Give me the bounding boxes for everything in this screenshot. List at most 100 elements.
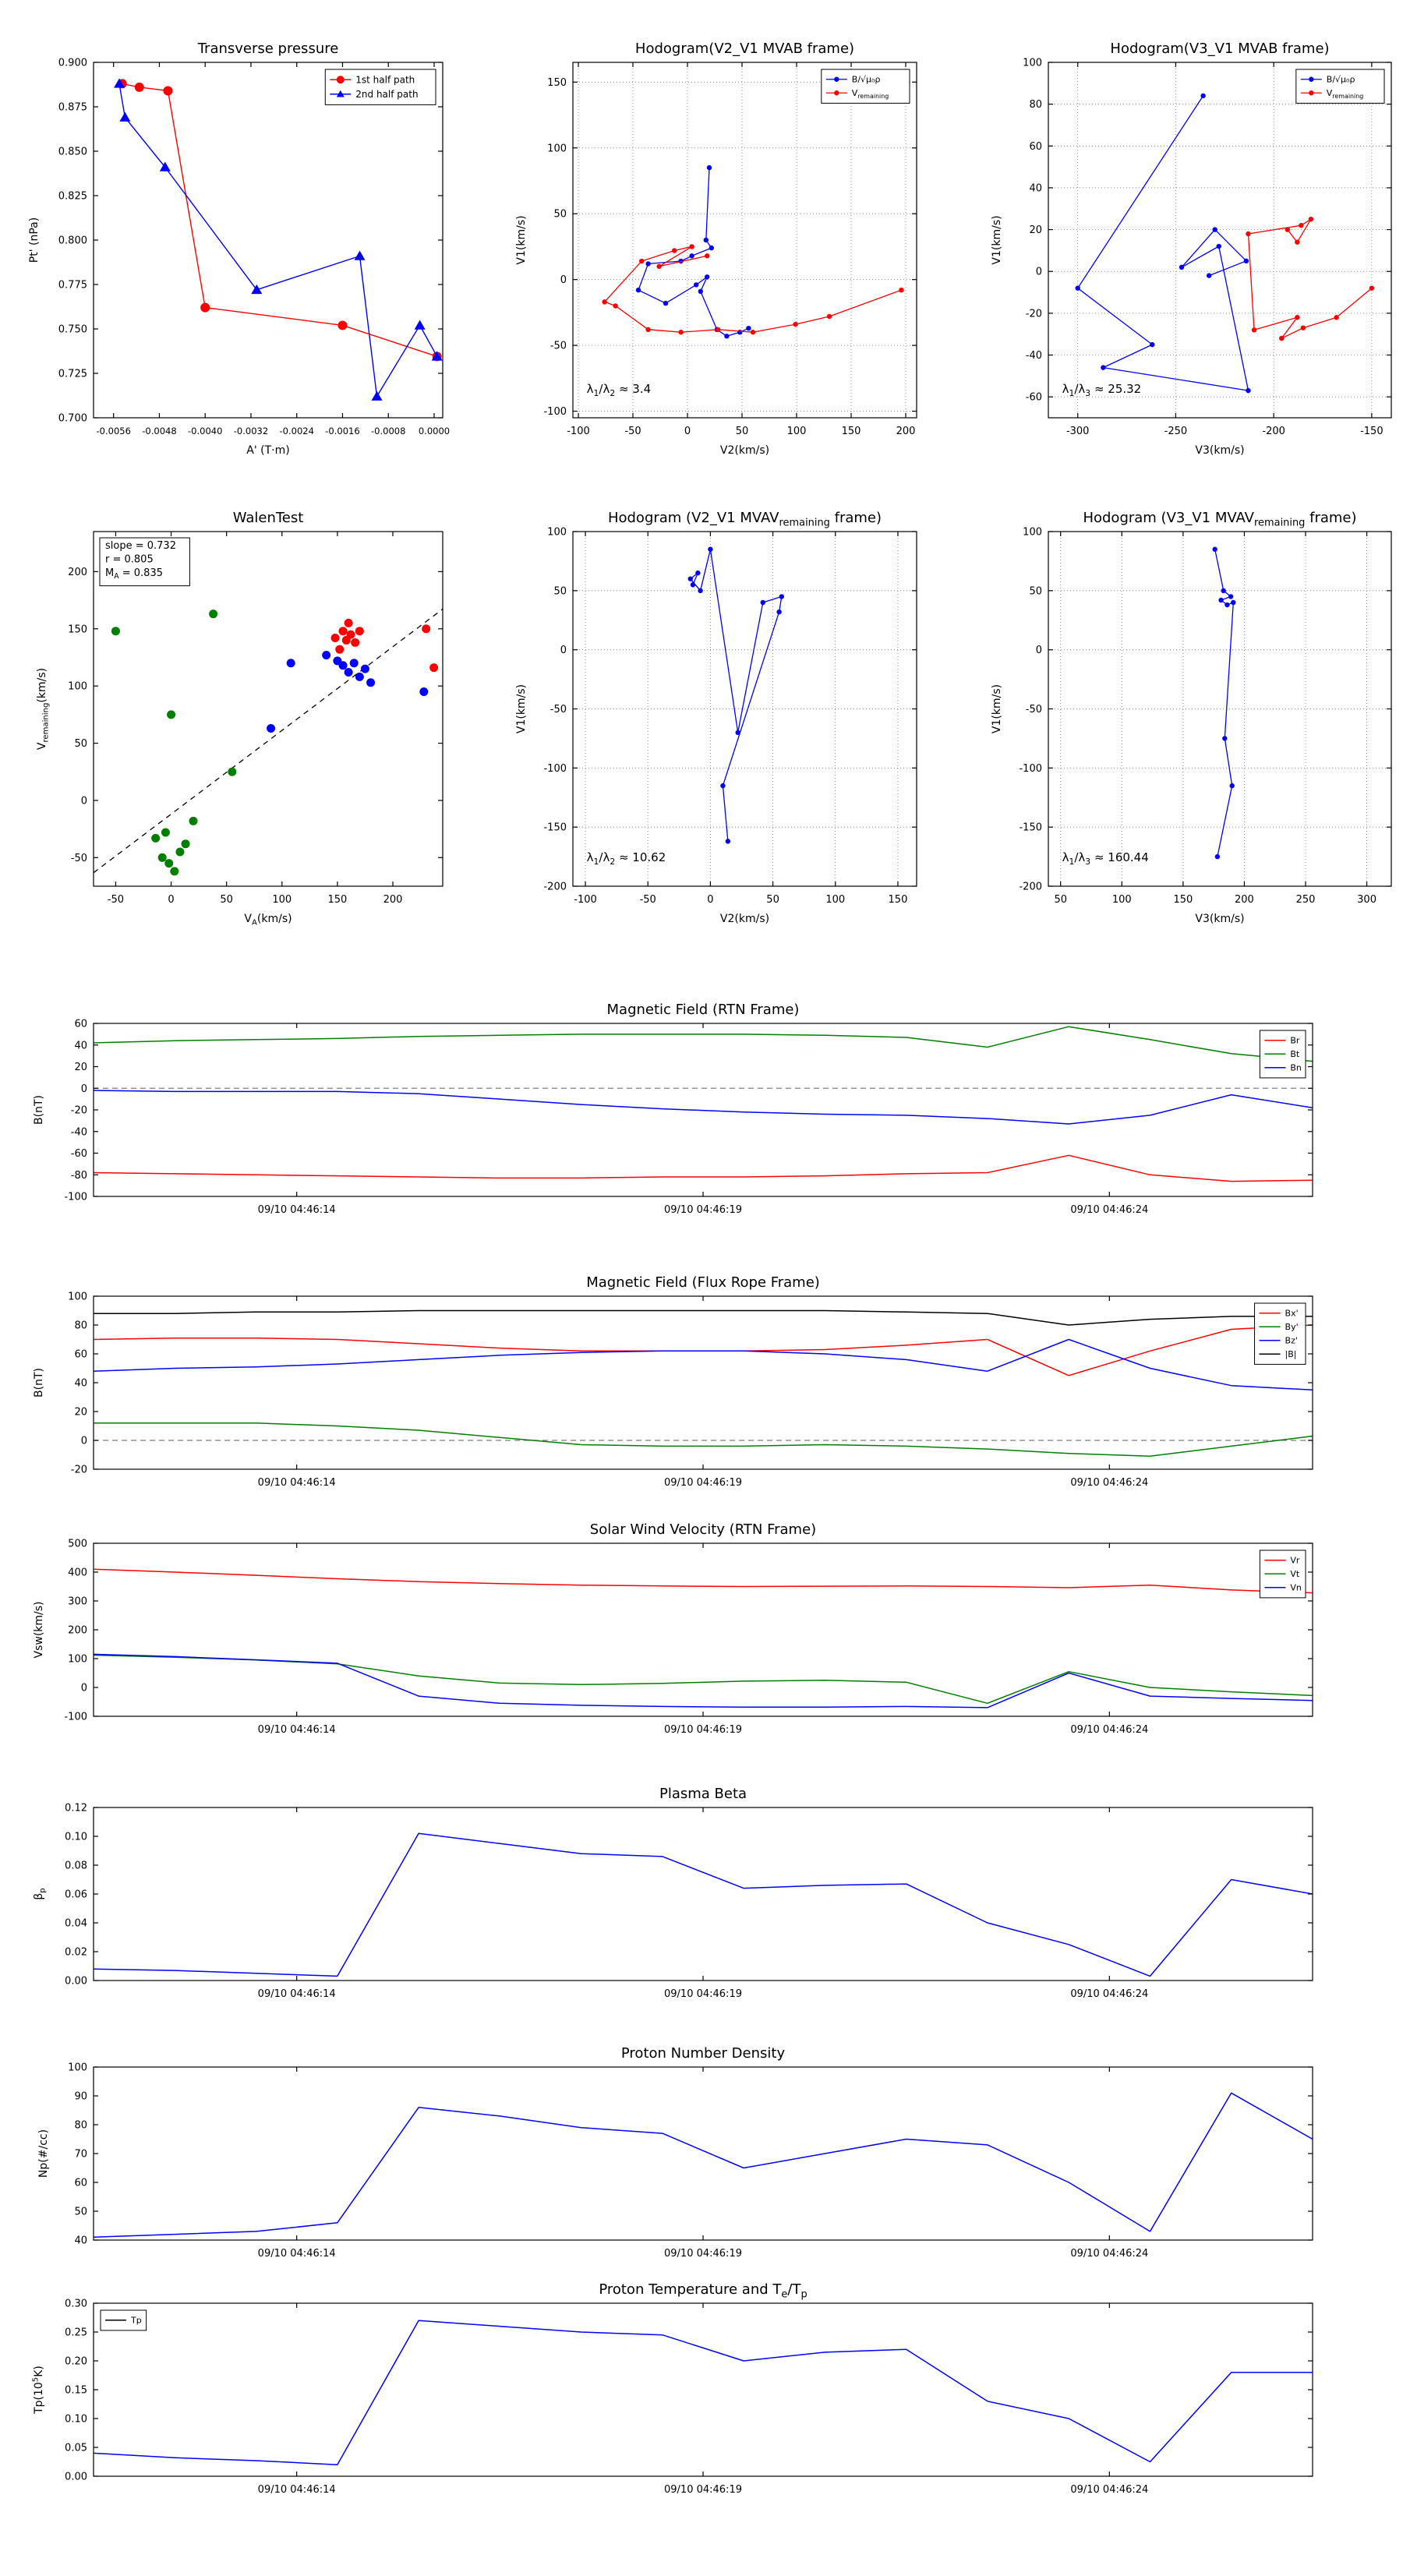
svg-text:40: 40 bbox=[74, 1040, 87, 1051]
svg-text:80: 80 bbox=[74, 2120, 87, 2132]
svg-text:70: 70 bbox=[74, 2149, 87, 2161]
axis-ticks: -0.0056 -0.0048 -0.0040 -0.0032 -0.0024 -0.00… bbox=[58, 58, 450, 437]
series-b- bbox=[1075, 93, 1251, 394]
svg-text:50: 50 bbox=[220, 894, 233, 906]
svg-text:0.825: 0.825 bbox=[58, 191, 87, 203]
svg-text:-0.0032: -0.0032 bbox=[234, 426, 268, 436]
svg-text:200: 200 bbox=[68, 567, 87, 578]
svg-text:-100: -100 bbox=[64, 1712, 87, 1723]
svg-text:09/10 04:46:24: 09/10 04:46:24 bbox=[1070, 1988, 1148, 2000]
svg-text:-0.0040: -0.0040 bbox=[188, 426, 222, 436]
svg-text:-0.0008: -0.0008 bbox=[371, 426, 405, 436]
y-axis-label: Np(#/cc) bbox=[37, 2129, 50, 2178]
svg-text:-100: -100 bbox=[574, 894, 597, 906]
plot-proton-temp: 09/10 04:46:14 09/10 04:46:19 09/10 04:46:… bbox=[32, 2281, 1313, 2496]
svg-text:1st half path: 1st half path bbox=[355, 75, 415, 86]
series-1st-half-path bbox=[117, 79, 442, 362]
svg-text:0.850: 0.850 bbox=[58, 147, 87, 158]
svg-text:|B|: |B| bbox=[1285, 1349, 1297, 1359]
plot-title: Hodogram(V2_V1 MVAB frame) bbox=[635, 41, 854, 57]
series-b- bbox=[635, 164, 751, 339]
svg-text:-60: -60 bbox=[71, 1148, 87, 1160]
svg-text:Bt: Bt bbox=[1290, 1049, 1300, 1059]
plot-hodogram-v3v1-mvav: 50 100 150 200 250 300 -200 -150 -100 -50 0 50 100 Ho… bbox=[991, 510, 1392, 925]
svg-text:0.775: 0.775 bbox=[58, 280, 87, 292]
svg-text:0.02: 0.02 bbox=[65, 1947, 87, 1959]
series--b- bbox=[94, 1309, 1313, 1326]
svg-text:-150: -150 bbox=[1360, 426, 1384, 437]
plot-title: Hodogram(V3_V1 MVAB frame) bbox=[1110, 41, 1329, 57]
axis-ticks: 50 100 150 200 250 300 -200 -150 -100 -50 0 50 100 bbox=[1019, 527, 1391, 906]
axes-frame bbox=[93, 2066, 1313, 2241]
axis-ticks: 09/10 04:46:14 09/10 04:46:19 09/10 04:46:… bbox=[64, 1539, 1313, 1736]
x-axis-label: V3(km/s) bbox=[1195, 444, 1244, 457]
x-axis-label: V2(km/s) bbox=[720, 444, 769, 457]
y-axis-label: Tp(105K) bbox=[32, 2366, 45, 2415]
y-axis-label: V1(km/s) bbox=[991, 684, 1003, 733]
svg-text:slope = 0.732: slope = 0.732 bbox=[105, 540, 176, 552]
svg-text:0.05: 0.05 bbox=[65, 2443, 87, 2454]
svg-text:200: 200 bbox=[68, 1625, 87, 1637]
svg-text:100: 100 bbox=[68, 2062, 87, 2074]
svg-text:150: 150 bbox=[1173, 894, 1193, 906]
svg-text:-50: -50 bbox=[71, 853, 87, 864]
grid bbox=[573, 531, 917, 887]
svg-text:-100: -100 bbox=[1019, 763, 1042, 775]
plot-hodogram-v2v1-mvab: -100 -50 0 50 100 150 200 -100 -50 0 50 100 150 Hodog… bbox=[515, 41, 917, 457]
svg-text:0.08: 0.08 bbox=[65, 1860, 87, 1872]
plot-title: WalenTest bbox=[233, 510, 304, 526]
series-vt bbox=[93, 1654, 1313, 1705]
svg-text:09/10 04:46:24: 09/10 04:46:24 bbox=[1070, 1477, 1148, 1489]
plot-hodogram-v2v1-mvav: -100 -50 0 50 100 150 -200 -150 -100 -50 0 50 100 Hod… bbox=[515, 510, 917, 925]
svg-text:200: 200 bbox=[383, 894, 403, 906]
svg-text:300: 300 bbox=[68, 1596, 87, 1608]
svg-text:250: 250 bbox=[1296, 894, 1316, 906]
svg-text:09/10 04:46:14: 09/10 04:46:14 bbox=[258, 1724, 336, 1736]
svg-text:0: 0 bbox=[81, 1683, 87, 1694]
legend: 1st half path 2nd half path bbox=[324, 69, 436, 105]
svg-text:0: 0 bbox=[1036, 645, 1042, 656]
grid bbox=[573, 62, 917, 418]
svg-text:100: 100 bbox=[1023, 58, 1042, 69]
svg-text:0.750: 0.750 bbox=[58, 324, 87, 336]
legend: B/√μ₀ρ Vremaining bbox=[821, 69, 910, 104]
y-axis-label: V1(km/s) bbox=[515, 215, 528, 264]
svg-text:09/10 04:46:24: 09/10 04:46:24 bbox=[1070, 2248, 1148, 2260]
svg-text:50: 50 bbox=[74, 738, 87, 750]
series-data bbox=[111, 610, 237, 876]
series-br bbox=[93, 1154, 1313, 1182]
svg-text:100: 100 bbox=[1023, 527, 1042, 539]
plot-title: Magnetic Field (Flux Rope Frame) bbox=[586, 1274, 820, 1291]
svg-text:60: 60 bbox=[74, 1019, 87, 1030]
svg-text:09/10 04:46:19: 09/10 04:46:19 bbox=[664, 1724, 742, 1736]
svg-text:0.06: 0.06 bbox=[65, 1889, 87, 1901]
svg-text:60: 60 bbox=[74, 2178, 87, 2189]
svg-text:-60: -60 bbox=[1026, 392, 1042, 404]
svg-text:50: 50 bbox=[1029, 585, 1042, 597]
svg-text:90: 90 bbox=[74, 2091, 87, 2103]
series-data bbox=[267, 651, 429, 733]
axis-ticks: -100 -50 0 50 100 150 -200 -150 -100 -50 0 50 100 bbox=[543, 527, 917, 906]
x-axis-label: V2(km/s) bbox=[720, 913, 769, 925]
svg-text:20: 20 bbox=[74, 1407, 87, 1419]
series-data bbox=[93, 2092, 1313, 2239]
svg-text:-50: -50 bbox=[550, 341, 567, 352]
svg-text:-200: -200 bbox=[543, 882, 567, 893]
y-axis-label: Vsw(km/s) bbox=[33, 1601, 45, 1658]
plot-title: Magnetic Field (RTN Frame) bbox=[607, 1002, 800, 1018]
series-vremaining bbox=[1246, 216, 1375, 341]
series-data bbox=[330, 618, 439, 673]
svg-text:500: 500 bbox=[68, 1539, 87, 1550]
svg-text:09/10 04:46:19: 09/10 04:46:19 bbox=[664, 1988, 742, 2000]
plot-bfield-fluxrope: 09/10 04:46:14 09/10 04:46:19 09/10 04:46:… bbox=[33, 1274, 1313, 1489]
plot-title: Plasma Beta bbox=[659, 1786, 747, 1802]
svg-text:0.00: 0.00 bbox=[65, 1976, 87, 1988]
annotation: λ1/λ3 ≈ 25.32 bbox=[1062, 382, 1142, 398]
axis-ticks: 09/10 04:46:14 09/10 04:46:19 09/10 04:46:… bbox=[65, 2299, 1313, 2496]
x-axis-label: VA(km/s) bbox=[244, 913, 292, 928]
svg-text:-0.0016: -0.0016 bbox=[325, 426, 359, 436]
svg-text:09/10 04:46:14: 09/10 04:46:14 bbox=[258, 2248, 336, 2260]
